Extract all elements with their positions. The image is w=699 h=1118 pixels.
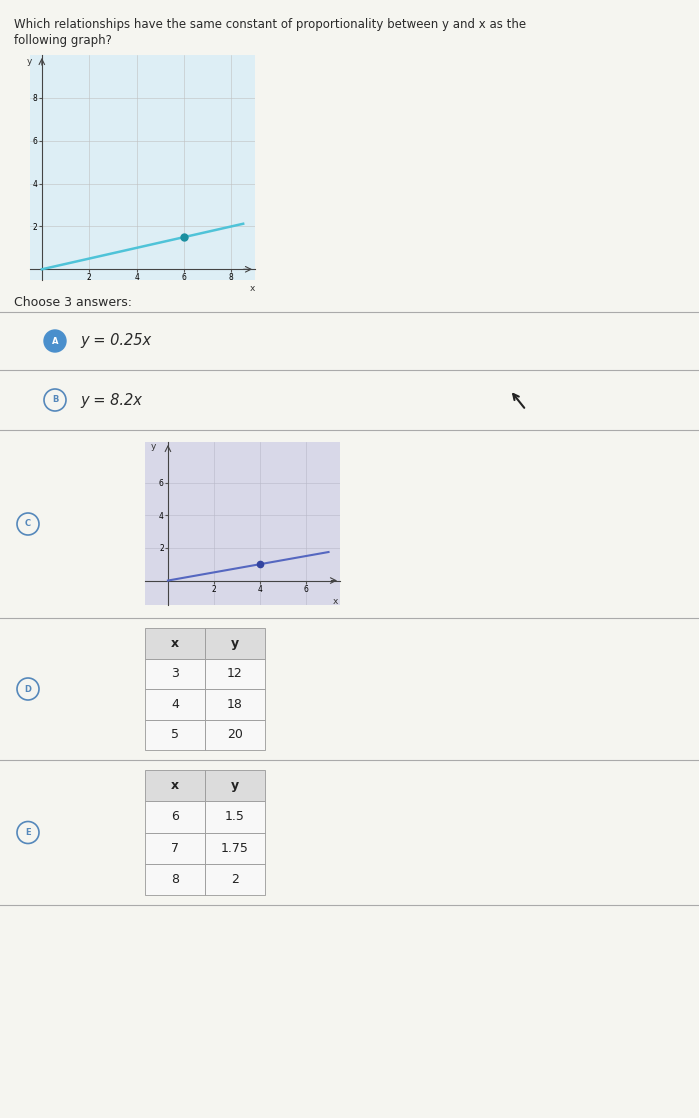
Text: x: x — [250, 284, 255, 293]
Text: E: E — [25, 828, 31, 837]
Text: following graph?: following graph? — [14, 34, 112, 47]
Text: y: y — [27, 57, 32, 66]
Text: B: B — [52, 396, 58, 405]
Text: C: C — [25, 520, 31, 529]
Text: Which relationships have the same constant of proportionality between y and x as: Which relationships have the same consta… — [14, 18, 526, 31]
Text: x: x — [333, 597, 338, 606]
Circle shape — [44, 330, 66, 352]
Text: y = 0.25x: y = 0.25x — [80, 333, 151, 349]
Text: D: D — [24, 684, 31, 693]
Text: y: y — [151, 443, 157, 452]
Text: A: A — [52, 337, 58, 345]
Text: Choose 3 answers:: Choose 3 answers: — [14, 295, 132, 309]
Text: y = 8.2x: y = 8.2x — [80, 392, 142, 407]
